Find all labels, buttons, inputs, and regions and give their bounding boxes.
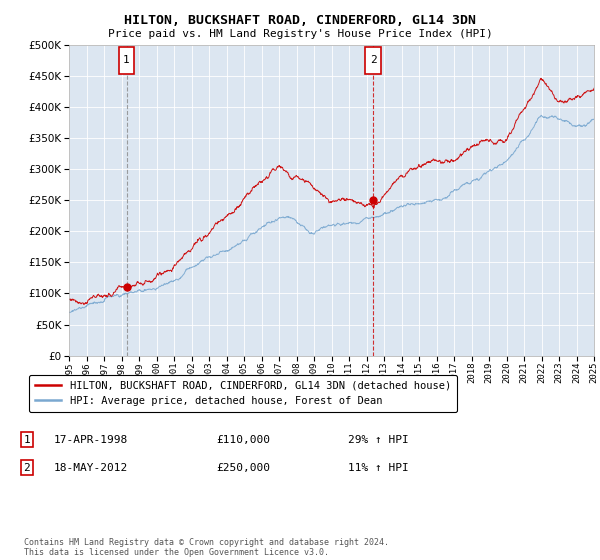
Text: Price paid vs. HM Land Registry's House Price Index (HPI): Price paid vs. HM Land Registry's House … bbox=[107, 29, 493, 39]
Text: £110,000: £110,000 bbox=[216, 435, 270, 445]
Text: Contains HM Land Registry data © Crown copyright and database right 2024.
This d: Contains HM Land Registry data © Crown c… bbox=[24, 538, 389, 557]
Text: £250,000: £250,000 bbox=[216, 463, 270, 473]
Text: 2: 2 bbox=[23, 463, 31, 473]
FancyBboxPatch shape bbox=[365, 46, 381, 74]
Text: 2: 2 bbox=[370, 55, 377, 66]
Text: HILTON, BUCKSHAFT ROAD, CINDERFORD, GL14 3DN: HILTON, BUCKSHAFT ROAD, CINDERFORD, GL14… bbox=[124, 14, 476, 27]
Legend: HILTON, BUCKSHAFT ROAD, CINDERFORD, GL14 3DN (detached house), HPI: Average pric: HILTON, BUCKSHAFT ROAD, CINDERFORD, GL14… bbox=[29, 375, 457, 412]
Text: 1: 1 bbox=[123, 55, 130, 66]
FancyBboxPatch shape bbox=[119, 46, 134, 74]
Text: 18-MAY-2012: 18-MAY-2012 bbox=[54, 463, 128, 473]
Text: 17-APR-1998: 17-APR-1998 bbox=[54, 435, 128, 445]
Text: 1: 1 bbox=[23, 435, 31, 445]
Text: 29% ↑ HPI: 29% ↑ HPI bbox=[348, 435, 409, 445]
Text: 11% ↑ HPI: 11% ↑ HPI bbox=[348, 463, 409, 473]
